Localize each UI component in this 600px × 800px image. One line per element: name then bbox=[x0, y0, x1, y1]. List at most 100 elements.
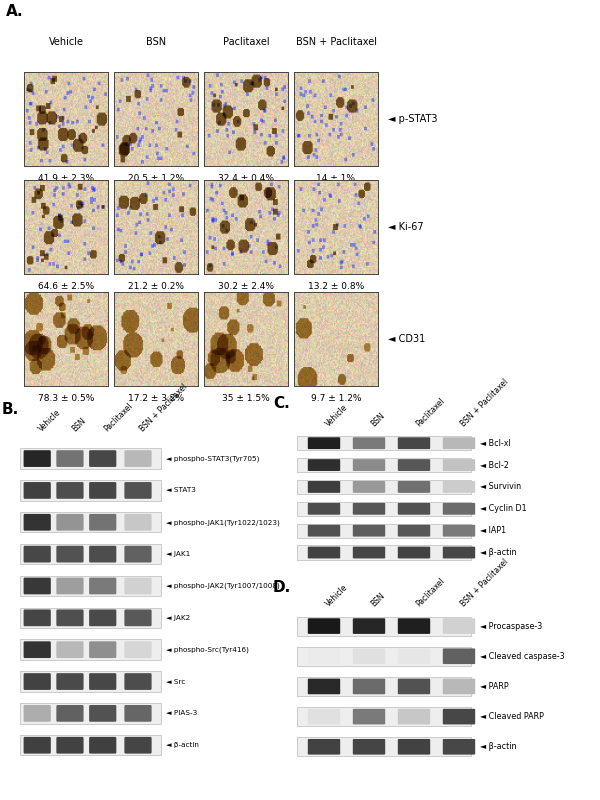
FancyBboxPatch shape bbox=[124, 673, 152, 690]
FancyBboxPatch shape bbox=[23, 578, 51, 594]
FancyBboxPatch shape bbox=[353, 438, 385, 449]
Text: Paclitaxel: Paclitaxel bbox=[103, 401, 135, 433]
Text: ◄ Src: ◄ Src bbox=[166, 678, 185, 685]
Text: B.: B. bbox=[2, 402, 19, 417]
FancyBboxPatch shape bbox=[124, 482, 152, 499]
FancyBboxPatch shape bbox=[443, 546, 475, 558]
Text: Vehicle: Vehicle bbox=[324, 583, 350, 609]
Text: ◄ Procaspase-3: ◄ Procaspase-3 bbox=[480, 622, 542, 630]
FancyBboxPatch shape bbox=[23, 737, 51, 754]
Text: ◄ p-STAT3: ◄ p-STAT3 bbox=[388, 114, 438, 124]
Bar bbox=[297, 617, 471, 635]
FancyBboxPatch shape bbox=[56, 450, 83, 467]
FancyBboxPatch shape bbox=[56, 642, 83, 658]
Bar bbox=[297, 480, 471, 494]
FancyBboxPatch shape bbox=[89, 578, 116, 594]
FancyBboxPatch shape bbox=[353, 739, 385, 754]
FancyBboxPatch shape bbox=[308, 438, 340, 449]
FancyBboxPatch shape bbox=[56, 578, 83, 594]
FancyBboxPatch shape bbox=[89, 642, 116, 658]
FancyBboxPatch shape bbox=[353, 546, 385, 558]
FancyBboxPatch shape bbox=[56, 546, 83, 562]
Bar bbox=[20, 512, 161, 533]
Text: 21.2 ± 0.2%: 21.2 ± 0.2% bbox=[128, 282, 184, 291]
Text: BSN + Paclitaxel: BSN + Paclitaxel bbox=[459, 558, 510, 609]
FancyBboxPatch shape bbox=[124, 737, 152, 754]
Text: ◄ β-actin: ◄ β-actin bbox=[480, 548, 517, 557]
FancyBboxPatch shape bbox=[124, 546, 152, 562]
FancyBboxPatch shape bbox=[353, 525, 385, 537]
Bar bbox=[20, 639, 161, 660]
FancyBboxPatch shape bbox=[443, 678, 475, 694]
FancyBboxPatch shape bbox=[353, 618, 385, 634]
FancyBboxPatch shape bbox=[124, 578, 152, 594]
FancyBboxPatch shape bbox=[398, 459, 430, 471]
Text: 35 ± 1.5%: 35 ± 1.5% bbox=[222, 394, 270, 403]
Bar bbox=[20, 671, 161, 692]
FancyBboxPatch shape bbox=[308, 678, 340, 694]
FancyBboxPatch shape bbox=[308, 481, 340, 493]
FancyBboxPatch shape bbox=[443, 618, 475, 634]
Text: ◄ IAP1: ◄ IAP1 bbox=[480, 526, 506, 535]
Text: ◄ Survivin: ◄ Survivin bbox=[480, 482, 521, 491]
Bar bbox=[297, 502, 471, 516]
Bar bbox=[297, 707, 471, 726]
Text: ◄ phospho-JAK2(Tyr1007/1008): ◄ phospho-JAK2(Tyr1007/1008) bbox=[166, 582, 280, 590]
Bar bbox=[297, 546, 471, 559]
FancyBboxPatch shape bbox=[398, 709, 430, 725]
FancyBboxPatch shape bbox=[23, 450, 51, 467]
Text: BSN + Paclitaxel: BSN + Paclitaxel bbox=[138, 382, 189, 433]
FancyBboxPatch shape bbox=[89, 482, 116, 499]
Text: ◄ phospho-Src(Tyr416): ◄ phospho-Src(Tyr416) bbox=[166, 646, 248, 653]
FancyBboxPatch shape bbox=[89, 546, 116, 562]
FancyBboxPatch shape bbox=[443, 649, 475, 664]
FancyBboxPatch shape bbox=[23, 642, 51, 658]
Text: ◄ JAK1: ◄ JAK1 bbox=[166, 551, 190, 557]
Text: ◄ β-actin: ◄ β-actin bbox=[166, 742, 199, 748]
FancyBboxPatch shape bbox=[398, 739, 430, 754]
FancyBboxPatch shape bbox=[23, 673, 51, 690]
FancyBboxPatch shape bbox=[89, 610, 116, 626]
FancyBboxPatch shape bbox=[443, 503, 475, 514]
Text: ◄ JAK2: ◄ JAK2 bbox=[166, 615, 190, 621]
FancyBboxPatch shape bbox=[23, 705, 51, 722]
Text: BSN + Paclitaxel: BSN + Paclitaxel bbox=[296, 37, 377, 47]
FancyBboxPatch shape bbox=[56, 514, 83, 530]
Text: ◄ PARP: ◄ PARP bbox=[480, 682, 509, 691]
Text: ◄ Bcl-2: ◄ Bcl-2 bbox=[480, 461, 509, 470]
FancyBboxPatch shape bbox=[308, 649, 340, 664]
Text: 41.9 ± 2.3%: 41.9 ± 2.3% bbox=[38, 174, 94, 183]
FancyBboxPatch shape bbox=[89, 737, 116, 754]
FancyBboxPatch shape bbox=[23, 610, 51, 626]
Text: 14 ± 1%: 14 ± 1% bbox=[317, 174, 355, 183]
Text: ◄ Cyclin D1: ◄ Cyclin D1 bbox=[480, 504, 527, 514]
Text: ◄ Ki-67: ◄ Ki-67 bbox=[388, 222, 424, 232]
FancyBboxPatch shape bbox=[308, 525, 340, 537]
FancyBboxPatch shape bbox=[308, 618, 340, 634]
FancyBboxPatch shape bbox=[308, 709, 340, 725]
FancyBboxPatch shape bbox=[398, 649, 430, 664]
FancyBboxPatch shape bbox=[353, 481, 385, 493]
Text: D.: D. bbox=[273, 580, 291, 595]
FancyBboxPatch shape bbox=[398, 618, 430, 634]
Bar bbox=[20, 448, 161, 469]
FancyBboxPatch shape bbox=[23, 546, 51, 562]
FancyBboxPatch shape bbox=[398, 503, 430, 514]
FancyBboxPatch shape bbox=[353, 503, 385, 514]
Text: Paclitaxel: Paclitaxel bbox=[223, 37, 269, 47]
Text: BSN: BSN bbox=[369, 410, 386, 428]
FancyBboxPatch shape bbox=[398, 438, 430, 449]
FancyBboxPatch shape bbox=[23, 482, 51, 499]
FancyBboxPatch shape bbox=[353, 709, 385, 725]
FancyBboxPatch shape bbox=[124, 514, 152, 530]
FancyBboxPatch shape bbox=[124, 610, 152, 626]
Text: 78.3 ± 0.5%: 78.3 ± 0.5% bbox=[38, 394, 94, 403]
Bar bbox=[297, 524, 471, 538]
FancyBboxPatch shape bbox=[56, 737, 83, 754]
FancyBboxPatch shape bbox=[89, 705, 116, 722]
FancyBboxPatch shape bbox=[308, 546, 340, 558]
FancyBboxPatch shape bbox=[56, 705, 83, 722]
Text: 64.6 ± 2.5%: 64.6 ± 2.5% bbox=[38, 282, 94, 291]
FancyBboxPatch shape bbox=[353, 678, 385, 694]
FancyBboxPatch shape bbox=[398, 481, 430, 493]
